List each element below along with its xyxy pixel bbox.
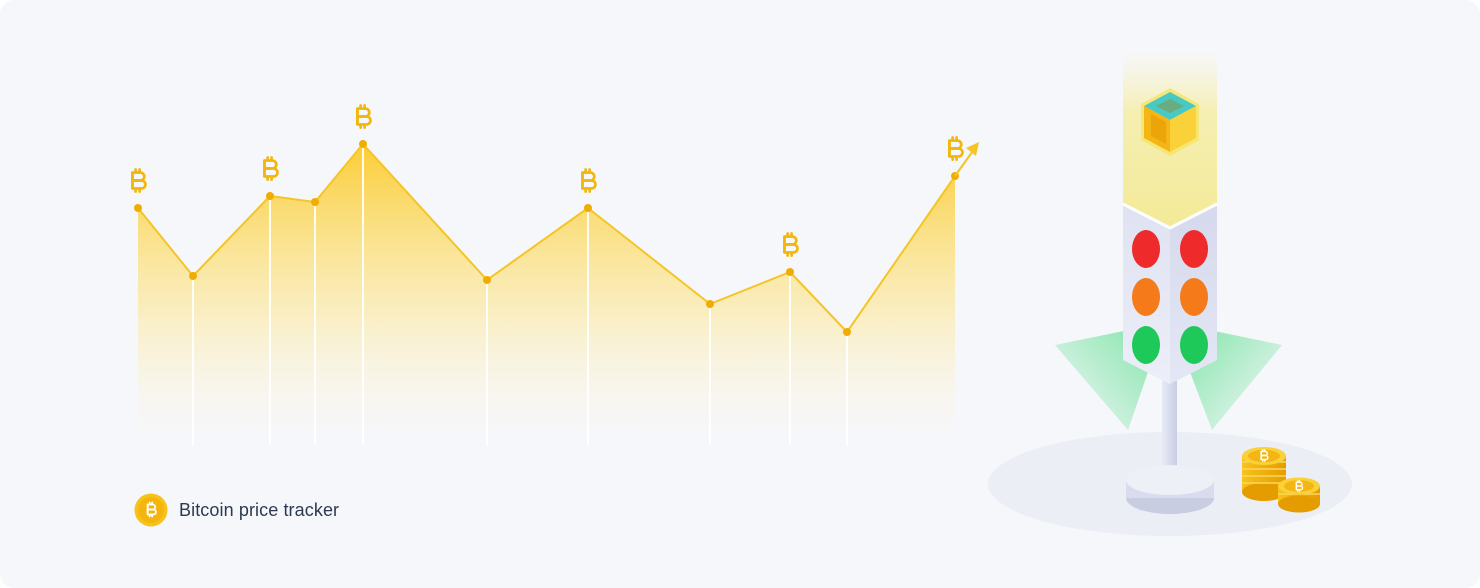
green-light-left [1132,326,1160,364]
drop-lines [192,144,848,445]
data-point [311,198,319,206]
data-point [706,300,714,308]
pole [1162,378,1177,480]
red-light-right [1180,230,1208,268]
green-light-right [1180,326,1208,364]
data-point [843,328,851,336]
bitcoin-icon [134,493,168,527]
bitcoin-coin-stack-icon [1242,447,1320,513]
data-point [584,204,592,212]
cube-icon [1141,88,1199,156]
price-chart [131,103,979,445]
price-area [138,144,955,445]
data-point [786,268,794,276]
data-point [359,140,367,148]
data-point [483,276,491,284]
red-light-left [1132,230,1160,268]
data-point [266,192,274,200]
trend-arrow-shaft [954,147,976,177]
light-box-top-edge [1122,202,1218,230]
chart-legend: Bitcoin price tracker [134,493,339,527]
orange-light-right [1180,278,1208,316]
trend-arrow-icon [954,142,979,177]
orange-light-left [1132,278,1160,316]
trend-arrow-head [966,142,979,156]
legend-label: Bitcoin price tracker [179,499,340,520]
data-point [189,272,197,280]
base-top [1126,465,1214,495]
data-point [134,204,142,212]
